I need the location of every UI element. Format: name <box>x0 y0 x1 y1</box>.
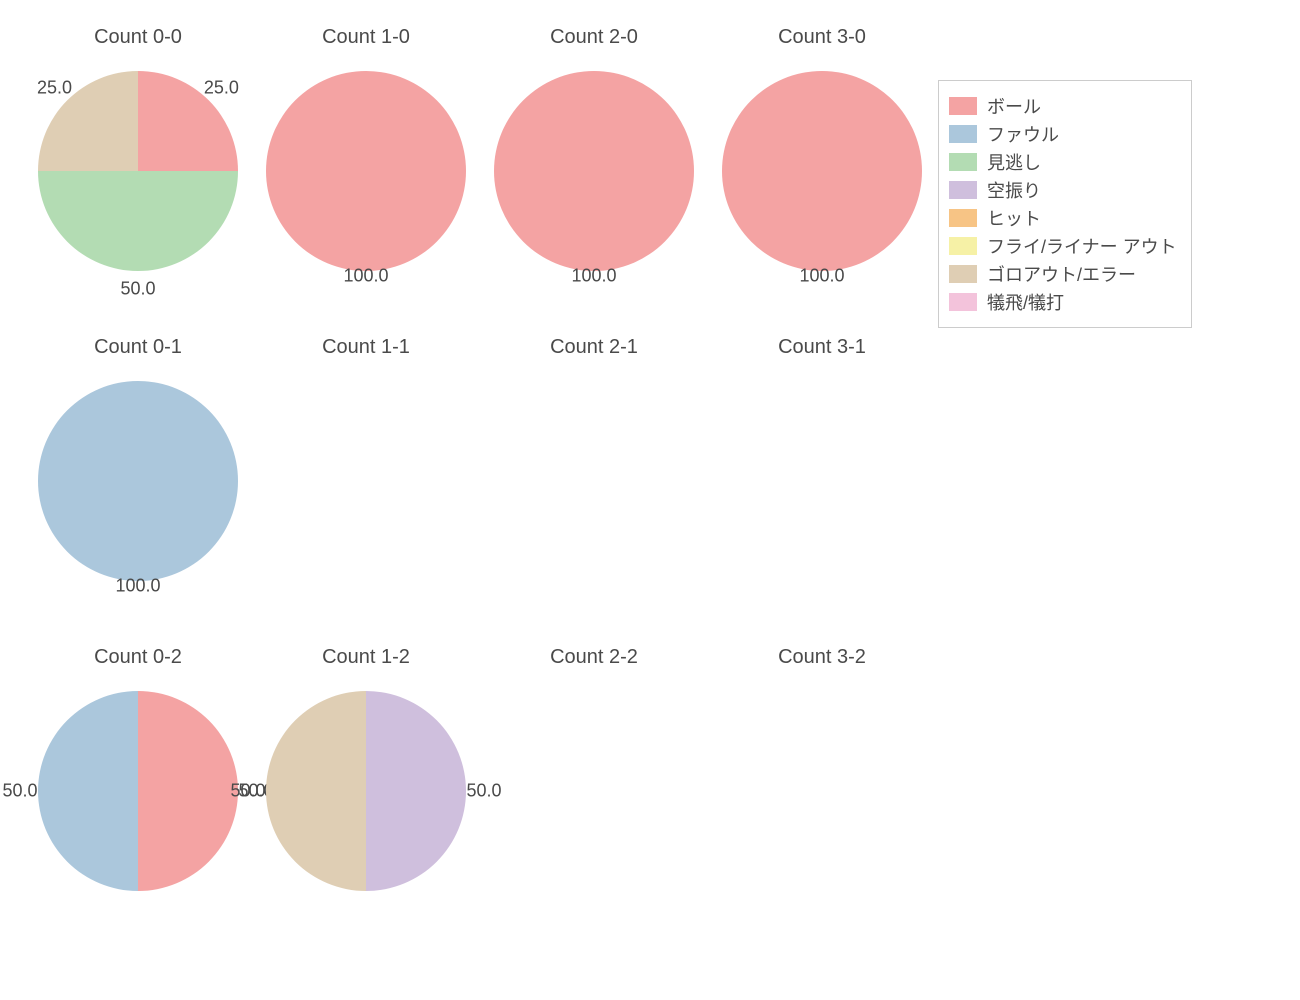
pie-slice <box>38 381 238 581</box>
panel-c01: Count 0-1 100.0 <box>24 336 252 581</box>
pie-slice <box>38 691 138 891</box>
pie-svg <box>38 71 238 271</box>
panel-title: Count 1-2 <box>252 646 480 669</box>
panel-c22: Count 2-2 <box>480 646 708 891</box>
pie-chart: 50.050.0 <box>266 691 466 891</box>
panel-title: Count 3-0 <box>708 26 936 49</box>
legend-swatch <box>949 97 977 115</box>
panel-c11: Count 1-1 <box>252 336 480 581</box>
pie-chart: 100.0 <box>722 71 922 271</box>
pie-svg <box>266 71 466 271</box>
pie-chart: 25.050.025.0 <box>38 71 238 271</box>
legend-swatch <box>949 181 977 199</box>
panel-c21: Count 2-1 <box>480 336 708 581</box>
pie-chart: 100.0 <box>494 71 694 271</box>
legend-row: ボール <box>949 93 1177 119</box>
pie-svg <box>266 691 466 891</box>
legend-label: 見逃し <box>987 149 1041 175</box>
legend-row: ヒット <box>949 205 1177 231</box>
pie-slice <box>722 71 922 271</box>
legend-label: 空振り <box>987 177 1041 203</box>
legend-label: フライ/ライナー アウト <box>987 233 1177 259</box>
pie-slice-label: 25.0 <box>37 77 72 98</box>
panel-title: Count 1-0 <box>252 26 480 49</box>
legend-label: ゴロアウト/エラー <box>987 261 1136 287</box>
pie-slice-label: 100.0 <box>115 576 160 597</box>
panel-c10: Count 1-0 100.0 <box>252 26 480 271</box>
pie-svg <box>38 381 238 581</box>
pie-slice <box>494 71 694 271</box>
legend-row: 見逃し <box>949 149 1177 175</box>
pie-svg <box>494 71 694 271</box>
panel-title: Count 2-2 <box>480 646 708 669</box>
panel-title: Count 0-0 <box>24 26 252 49</box>
pie-slice-label: 50.0 <box>230 781 265 802</box>
panel-title: Count 2-0 <box>480 26 708 49</box>
pie-slice-label: 100.0 <box>799 266 844 287</box>
legend-row: フライ/ライナー アウト <box>949 233 1177 259</box>
legend-label: 犠飛/犠打 <box>987 289 1064 315</box>
legend-swatch <box>949 265 977 283</box>
legend-row: 犠飛/犠打 <box>949 289 1177 315</box>
panel-c00: Count 0-0 25.050.025.0 <box>24 26 252 271</box>
pie-svg <box>722 71 922 271</box>
legend-row: ファウル <box>949 121 1177 147</box>
panel-c20: Count 2-0 100.0 <box>480 26 708 271</box>
pie-slice <box>366 691 466 891</box>
pie-slice <box>266 691 366 891</box>
pie-slice <box>138 691 238 891</box>
pie-slice <box>266 71 466 271</box>
panel-c12: Count 1-2 50.050.0 <box>252 646 480 891</box>
pie-slice <box>38 171 238 271</box>
legend-row: ゴロアウト/エラー <box>949 261 1177 287</box>
pie-chart: 50.050.0 <box>38 691 238 891</box>
panel-c02: Count 0-2 50.050.0 <box>24 646 252 891</box>
pie-slice-label: 50.0 <box>120 279 155 300</box>
panel-title: Count 0-1 <box>24 336 252 359</box>
panel-title: Count 1-1 <box>252 336 480 359</box>
panel-title: Count 3-2 <box>708 646 936 669</box>
legend-swatch <box>949 237 977 255</box>
legend-label: ボール <box>987 93 1041 119</box>
legend-swatch <box>949 209 977 227</box>
pie-grid-container: Count 0-025.050.025.0Count 1-0100.0Count… <box>0 0 1300 1000</box>
panel-title: Count 2-1 <box>480 336 708 359</box>
pie-svg <box>38 691 238 891</box>
legend-swatch <box>949 125 977 143</box>
panel-title: Count 3-1 <box>708 336 936 359</box>
pie-slice-label: 100.0 <box>571 266 616 287</box>
legend-swatch <box>949 153 977 171</box>
pie-chart: 100.0 <box>38 381 238 581</box>
legend-label: ヒット <box>987 205 1041 231</box>
panel-c32: Count 3-2 <box>708 646 936 891</box>
pie-slice-label: 25.0 <box>204 77 239 98</box>
pie-chart: 100.0 <box>266 71 466 271</box>
pie-slice-label: 100.0 <box>343 266 388 287</box>
legend-label: ファウル <box>987 121 1059 147</box>
pie-slice-label: 50.0 <box>2 781 37 802</box>
panel-c31: Count 3-1 <box>708 336 936 581</box>
legend-row: 空振り <box>949 177 1177 203</box>
panel-c30: Count 3-0 100.0 <box>708 26 936 271</box>
legend: ボールファウル見逃し空振りヒットフライ/ライナー アウトゴロアウト/エラー犠飛/… <box>938 80 1192 328</box>
legend-swatch <box>949 293 977 311</box>
panel-title: Count 0-2 <box>24 646 252 669</box>
